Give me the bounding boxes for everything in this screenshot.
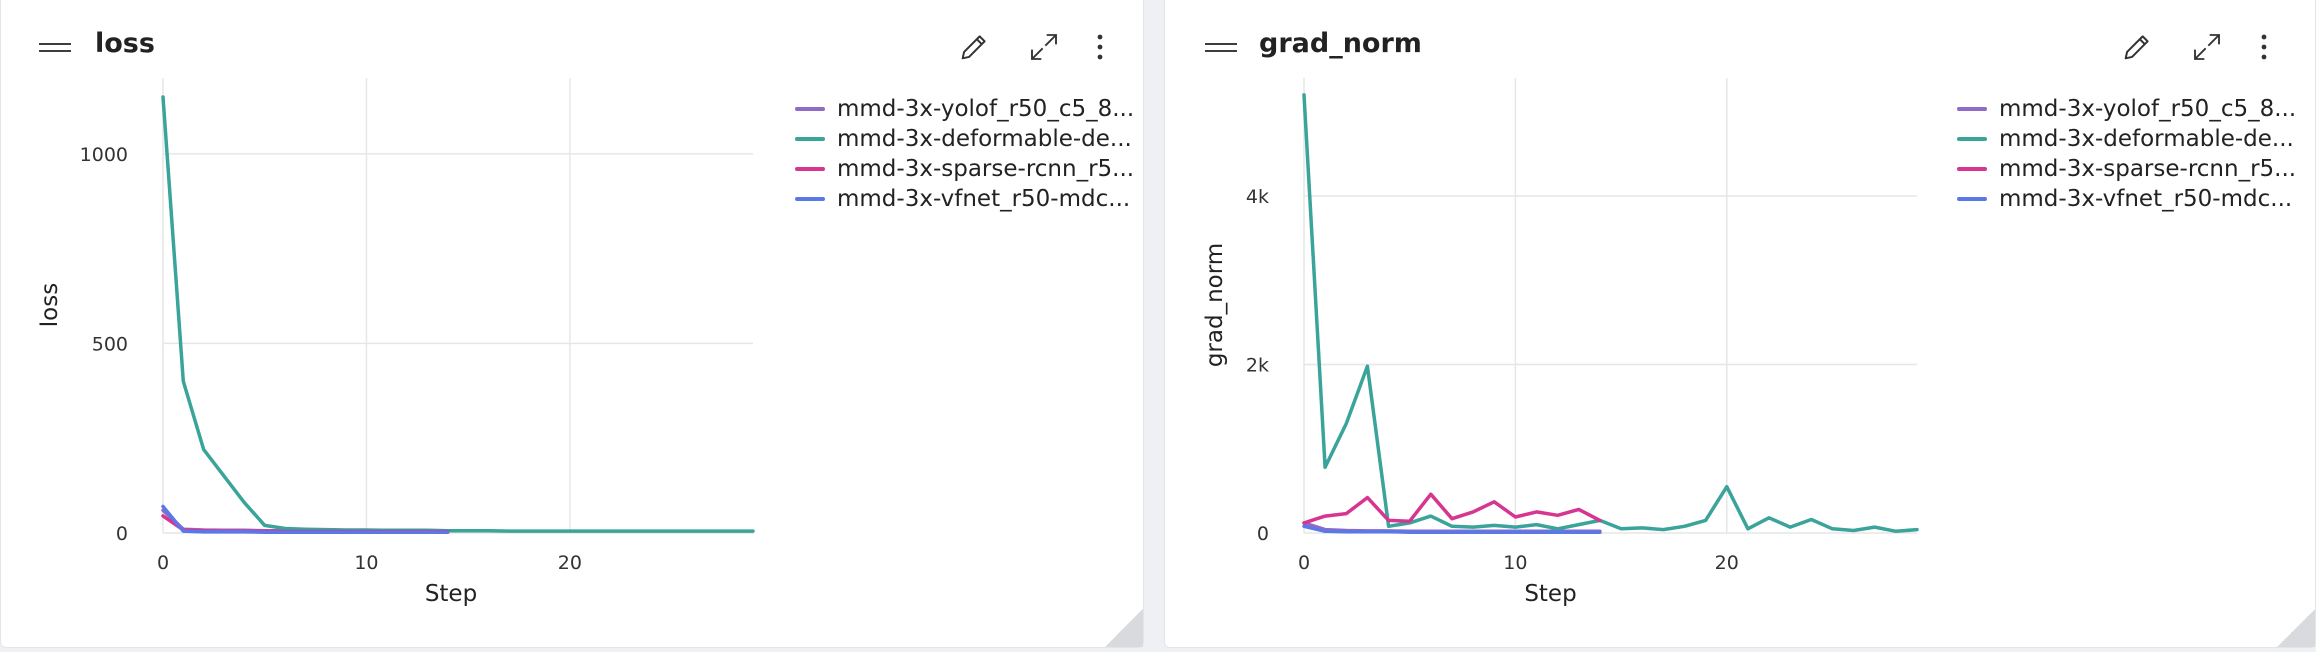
x-tick-label: 10 xyxy=(1503,552,1527,574)
x-axis-label: Step xyxy=(425,581,477,607)
series-line-2[interactable] xyxy=(1302,93,1919,534)
legend-label: mmd-3x-vfnet_r50-mdc... xyxy=(837,186,1131,212)
drag-handle-icon[interactable] xyxy=(39,43,71,53)
legend-item[interactable]: mmd-3x-sparse-rcnn_r5... xyxy=(1957,154,2296,184)
legend-label: mmd-3x-vfnet_r50-mdc... xyxy=(1999,186,2293,212)
legend-item[interactable]: mmd-3x-vfnet_r50-mdc... xyxy=(1957,184,2296,214)
y-axis-label: grad_norm xyxy=(1202,243,1228,367)
drag-handle-icon[interactable] xyxy=(1205,43,1237,53)
legend-swatch xyxy=(1957,197,1987,201)
panel-title: grad_norm xyxy=(1259,28,1422,59)
x-tick-label: 0 xyxy=(157,552,169,574)
grad-norm-line-chart: 0 10 20 0 2k 4k Step grad_norm xyxy=(1202,78,1919,607)
expand-icon[interactable] xyxy=(1023,26,1065,68)
legend-swatch xyxy=(1957,167,1987,171)
legend-item[interactable]: mmd-3x-yolof_r50_c5_8... xyxy=(1957,94,2296,124)
x-tick-label: 0 xyxy=(1298,552,1310,574)
y-tick-label: 2k xyxy=(1246,354,1269,376)
legend-swatch xyxy=(1957,137,1987,141)
x-tick-label: 20 xyxy=(1715,552,1739,574)
panel-title: loss xyxy=(95,28,155,59)
legend-label: mmd-3x-yolof_r50_c5_8... xyxy=(1999,96,2297,122)
y-tick-label: 0 xyxy=(1257,523,1269,545)
more-options-icon[interactable] xyxy=(1079,26,1121,68)
legend-swatch xyxy=(795,197,825,201)
legend-label: mmd-3x-deformable-de... xyxy=(1999,126,2294,152)
legend-label: mmd-3x-sparse-rcnn_r5... xyxy=(837,156,1135,182)
loss-panel: loss 0 10 20 0 500 1000 Step loss mmd-3x-yolof_… xyxy=(0,0,1144,648)
legend-item[interactable]: mmd-3x-yolof_r50_c5_8... xyxy=(795,94,1134,124)
series-line-2[interactable] xyxy=(161,95,755,533)
y-tick-label: 500 xyxy=(92,333,128,355)
series-line-3[interactable] xyxy=(1302,492,1602,525)
expand-icon[interactable] xyxy=(2186,26,2228,68)
grad-norm-panel: grad_norm 0 10 20 0 2k 4k Step grad_norm mmd-3x… xyxy=(1164,0,2316,648)
series-line-4[interactable] xyxy=(161,504,450,534)
legend-swatch xyxy=(795,167,825,171)
y-tick-label: 1000 xyxy=(80,144,128,166)
edit-pencil-icon[interactable] xyxy=(2116,26,2158,68)
legend-item[interactable]: mmd-3x-vfnet_r50-mdc... xyxy=(795,184,1134,214)
legend-label: mmd-3x-yolof_r50_c5_8... xyxy=(837,96,1135,122)
legend-label: mmd-3x-sparse-rcnn_r5... xyxy=(1999,156,2297,182)
x-tick-label: 10 xyxy=(354,552,378,574)
legend-swatch xyxy=(795,137,825,141)
legend: mmd-3x-yolof_r50_c5_8... mmd-3x-deformabl… xyxy=(795,94,1134,214)
resize-handle[interactable] xyxy=(2277,609,2315,647)
y-tick-label: 4k xyxy=(1246,186,1269,208)
x-tick-label: 20 xyxy=(558,552,582,574)
legend-swatch xyxy=(795,107,825,111)
x-axis-label: Step xyxy=(1524,581,1576,607)
legend: mmd-3x-yolof_r50_c5_8... mmd-3x-deformabl… xyxy=(1957,94,2296,214)
resize-handle[interactable] xyxy=(1105,609,1143,647)
edit-pencil-icon[interactable] xyxy=(953,26,995,68)
y-axis-label: loss xyxy=(37,283,63,327)
legend-swatch xyxy=(1957,107,1987,111)
loss-line-chart: 0 10 20 0 500 1000 Step loss xyxy=(37,78,755,607)
legend-label: mmd-3x-deformable-de... xyxy=(837,126,1132,152)
series-line-4[interactable] xyxy=(1302,524,1602,534)
legend-item[interactable]: mmd-3x-sparse-rcnn_r5... xyxy=(795,154,1134,184)
legend-item[interactable]: mmd-3x-deformable-de... xyxy=(1957,124,2296,154)
y-tick-label: 0 xyxy=(116,523,128,545)
more-options-icon[interactable] xyxy=(2243,26,2285,68)
legend-item[interactable]: mmd-3x-deformable-de... xyxy=(795,124,1134,154)
